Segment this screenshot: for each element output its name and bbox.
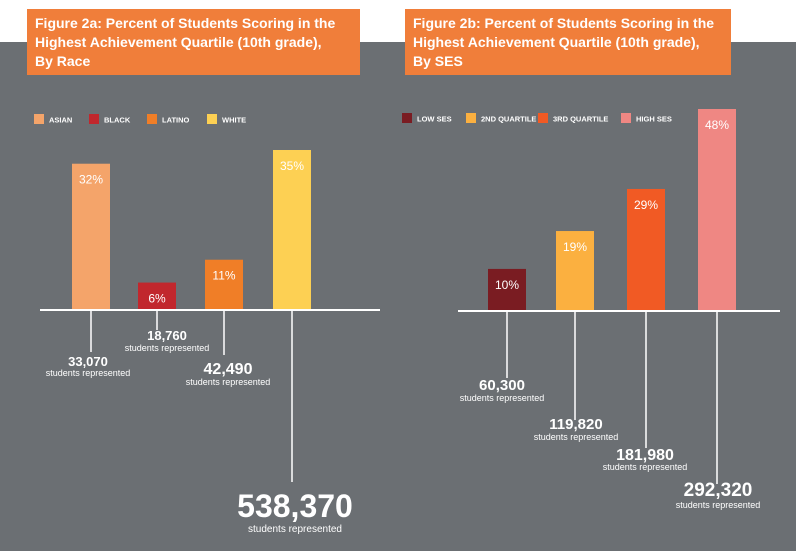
count-value-ses-3: 181,980	[616, 447, 674, 464]
legend-label-ses-3: 3RD QUARTILE	[553, 115, 608, 124]
legend-label-race-4: WHITE	[222, 116, 246, 125]
count-caption-ses-2: students represented	[534, 432, 619, 442]
bar-value-label-ses-4: 48%	[705, 118, 729, 132]
bar-ses-1	[488, 268, 526, 311]
count-caption-ses-1: students represented	[460, 393, 545, 403]
legend-swatch-race-3	[147, 114, 157, 124]
legend-label-ses-2: 2ND QUARTILE	[481, 115, 536, 124]
count-value-race-3: 42,490	[204, 361, 253, 378]
legend-swatch-race-1	[34, 114, 44, 124]
bar-value-label-ses-3: 29%	[634, 198, 658, 212]
legend-swatch-ses-2	[466, 113, 476, 123]
count-caption-race-2: students represented	[125, 343, 210, 353]
bar-value-label-race-2: 6%	[148, 292, 166, 306]
legend-label-ses-4: HIGH SES	[636, 115, 672, 124]
chart-title-ses: Figure 2b: Percent of Students Scoring i…	[405, 9, 731, 75]
legend-swatch-race-2	[89, 114, 99, 124]
bar-race-4	[273, 150, 311, 310]
bar-race-3	[205, 259, 243, 310]
count-caption-ses-4: students represented	[676, 500, 761, 510]
legend-label-race-2: BLACK	[104, 116, 131, 125]
legend-label-race-3: LATINO	[162, 116, 190, 125]
bar-ses-3	[627, 188, 665, 311]
legend-label-race-1: ASIAN	[49, 116, 72, 125]
bar-ses-4	[698, 109, 736, 311]
legend-swatch-ses-3	[538, 113, 548, 123]
count-caption-race-4: students represented	[248, 524, 342, 535]
bar-value-label-race-3: 11%	[212, 269, 235, 283]
count-value-ses-2: 119,820	[549, 416, 602, 433]
chart-title-race: Figure 2a: Percent of Students Scoring i…	[27, 9, 360, 75]
bar-value-label-race-4: 35%	[280, 159, 304, 173]
count-caption-race-3: students represented	[186, 377, 271, 387]
bar-race-2	[138, 282, 176, 310]
count-value-ses-1: 60,300	[479, 377, 525, 394]
bar-race-1	[72, 163, 110, 310]
bar-value-label-ses-1: 10%	[495, 278, 519, 292]
count-value-race-4: 538,370	[237, 488, 353, 524]
legend-swatch-ses-1	[402, 113, 412, 123]
legend-label-ses-1: LOW SES	[417, 115, 452, 124]
bar-ses-2	[556, 231, 594, 311]
bar-value-label-ses-2: 19%	[563, 240, 587, 254]
bar-value-label-race-1: 32%	[79, 173, 103, 187]
legend-swatch-ses-4	[621, 113, 631, 123]
count-caption-ses-3: students represented	[603, 462, 688, 472]
count-value-race-2: 18,760	[147, 328, 187, 343]
legend-swatch-race-4	[207, 114, 217, 124]
count-value-race-1: 33,070	[68, 354, 108, 369]
count-caption-race-1: students represented	[46, 368, 131, 378]
count-value-ses-4: 292,320	[684, 480, 753, 501]
